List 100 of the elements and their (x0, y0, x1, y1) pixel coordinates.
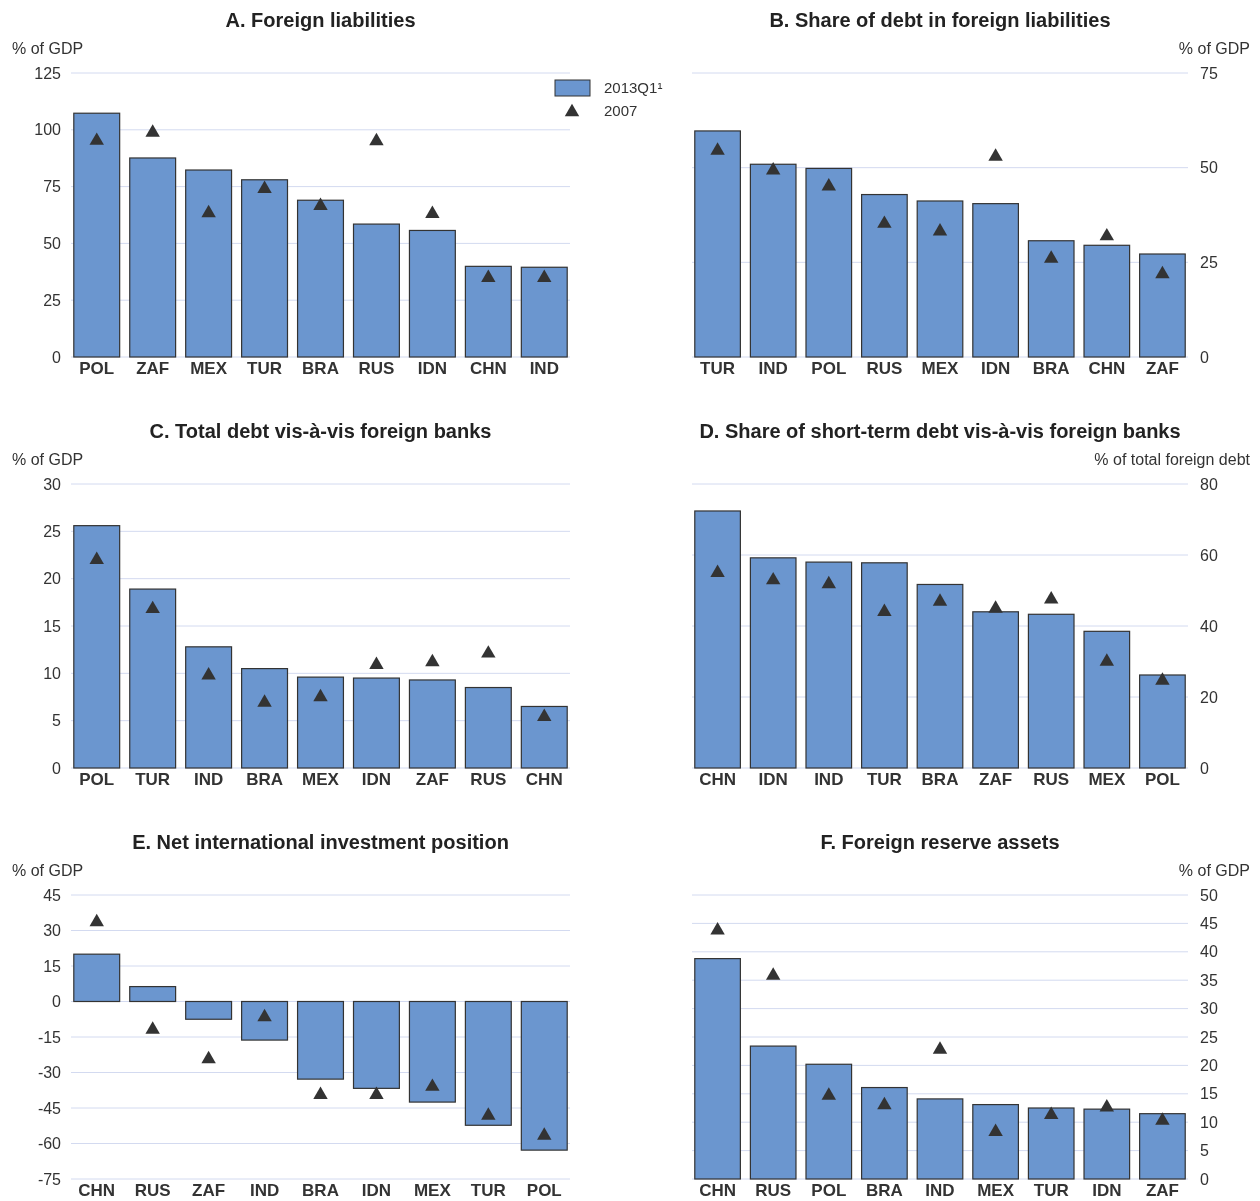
bar (185, 646, 233, 769)
point (710, 142, 725, 155)
bar (861, 1086, 908, 1180)
y-tick-label: 0 (52, 759, 62, 777)
y2-axis-title: % of GDP (1178, 40, 1250, 57)
x-tick-label: CHN (1088, 359, 1126, 379)
y2-tick-label: 35 (1200, 971, 1218, 989)
x-tick-label: MEX (302, 770, 340, 790)
bar (73, 112, 121, 358)
point (201, 666, 216, 680)
y2-tick-label: 0 (1200, 348, 1209, 366)
point (1155, 1112, 1170, 1125)
y2-tick-label: 40 (1200, 943, 1218, 961)
y2-tick-label: 50 (1200, 886, 1218, 904)
bar (520, 1000, 568, 1151)
bar (861, 562, 908, 769)
y2-tick-label: 25 (1200, 253, 1218, 271)
point (89, 551, 104, 564)
bar (1027, 240, 1075, 358)
y-tick-label: 20 (43, 570, 62, 588)
x-tick-label: ZAF (192, 1181, 226, 1201)
point (1044, 591, 1059, 604)
bar (694, 510, 741, 769)
point (765, 571, 781, 585)
bar (408, 1000, 456, 1103)
y-tick-label: 30 (43, 475, 62, 493)
y-tick-label: 30 (43, 922, 62, 940)
x-tick-label: BRA (921, 770, 959, 790)
point (537, 269, 552, 283)
x-tick-label: RUS (358, 359, 395, 379)
x-tick-label: IDN (758, 770, 788, 790)
point (1155, 265, 1170, 279)
legend-label: 2007 (604, 102, 638, 119)
y2-tick-label: 50 (1200, 159, 1218, 177)
point (1099, 1099, 1115, 1112)
point (1099, 227, 1115, 241)
chart-title: E. Net international investment position (132, 831, 509, 853)
y2-tick-label: 30 (1200, 1000, 1218, 1018)
x-tick-label: IDN (1092, 1181, 1122, 1201)
chart-title: C. Total debt vis-à-vis foreign banks (149, 420, 492, 442)
point (313, 197, 328, 211)
bar (520, 266, 568, 358)
point (89, 913, 104, 927)
point (1155, 672, 1170, 685)
x-tick-label: MEX (977, 1181, 1015, 1201)
y-axis-title: % of GDP (12, 451, 84, 468)
bar (296, 676, 345, 769)
point (425, 205, 440, 219)
bar (408, 229, 456, 358)
y-tick-label: 25 (43, 522, 62, 540)
bar (129, 985, 177, 1003)
y-tick-label: -15 (37, 1028, 62, 1046)
x-tick-label: POL (811, 1181, 847, 1201)
point (988, 148, 1003, 161)
point (821, 575, 836, 589)
y-tick-label: 45 (43, 886, 62, 904)
bar (861, 193, 908, 358)
x-tick-label: TUR (135, 770, 171, 790)
bar (73, 525, 121, 769)
x-tick-label: ZAF (1145, 1181, 1179, 1201)
point (877, 603, 892, 616)
x-tick-label: RUS (866, 359, 903, 379)
point (537, 708, 552, 722)
x-tick-label: ZAF (979, 770, 1013, 790)
x-tick-label: ZAF (1145, 359, 1179, 379)
bar (464, 686, 512, 769)
bar (352, 677, 400, 769)
bar (916, 1098, 964, 1180)
point (313, 1086, 328, 1099)
point (537, 1127, 552, 1140)
point (257, 180, 272, 194)
x-tick-label: TUR (866, 770, 902, 790)
x-tick-label: IDN (417, 359, 448, 379)
bar (805, 167, 853, 358)
x-tick-label: IND (249, 1181, 280, 1201)
x-tick-label: MEX (413, 1181, 452, 1201)
x-tick-label: CHN (469, 359, 507, 379)
bar (1083, 630, 1131, 769)
bar (972, 1103, 1019, 1180)
y-tick-label: 125 (34, 64, 62, 82)
x-tick-label: MEX (921, 359, 960, 379)
chart-title: D. Share of short-term debt vis-à-vis foreign banks (699, 420, 1181, 442)
x-tick-label: IND (758, 359, 788, 379)
point (932, 1041, 948, 1054)
y2-tick-label: 20 (1200, 1057, 1218, 1075)
point (201, 1050, 216, 1064)
x-tick-label: RUS (755, 1181, 792, 1201)
y2-tick-label: 80 (1200, 475, 1218, 493)
bar (1083, 244, 1131, 358)
point (201, 204, 216, 218)
bar (185, 1000, 233, 1020)
point (425, 653, 440, 667)
point (710, 564, 725, 577)
point (877, 1096, 892, 1110)
point (988, 600, 1003, 613)
x-tick-label: IND (814, 770, 844, 790)
y-tick-label: 75 (43, 178, 62, 196)
point (821, 1087, 836, 1100)
point (1099, 653, 1115, 666)
y-tick-label: 5 (52, 712, 62, 730)
